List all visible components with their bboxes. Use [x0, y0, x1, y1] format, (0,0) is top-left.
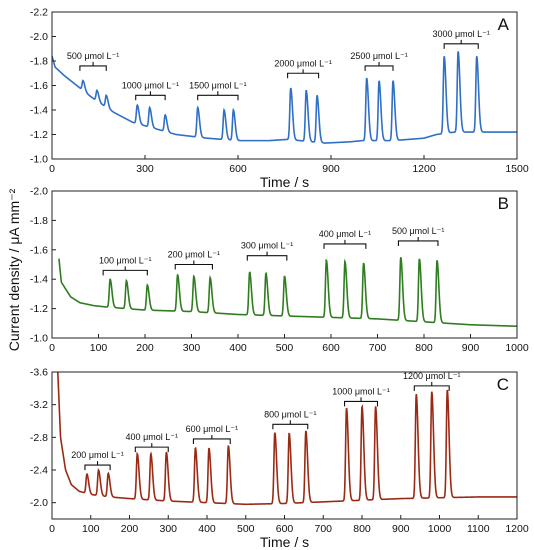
chart-panel-A: 0 300 600 900 1200 1500 -2.2 -2.0 -1.8 -1.6 -1.4 -1… [30, 7, 529, 191]
x-tick-label: 0 [49, 163, 55, 175]
concentration-label: 100 μmol L⁻¹ [99, 255, 151, 265]
chart-panel-B: 0 100 200 300 400 500 600 700 800 900 1000 -2.0 -1.8… [30, 186, 529, 355]
y-tick-label: -2.2 [30, 7, 48, 19]
x-axis-label: Time / s [260, 174, 309, 190]
y-tick-label: -3.6 [30, 367, 48, 379]
x-tick-label: 200 [121, 523, 139, 535]
y-tick-label: -2.4 [30, 465, 48, 477]
x-tick-label: 100 [90, 342, 108, 354]
concentration-label: 1500 μmol L⁻¹ [189, 80, 246, 90]
concentration-bracket [197, 91, 239, 101]
concentration-label: 400 μmol L⁻¹ [319, 229, 371, 239]
y-tick-label: -2.0 [30, 186, 48, 198]
y-tick-label: -1.2 [30, 303, 48, 315]
x-tick-label: 300 [159, 523, 177, 535]
x-tick-label: 300 [183, 342, 201, 354]
concentration-label: 800 μmol L⁻¹ [264, 409, 316, 419]
concentration-bracket [287, 69, 320, 79]
concentration-label: 1000 μmol L⁻¹ [332, 386, 389, 396]
y-tick-label: -1.2 [30, 129, 48, 141]
concentration-bracket [84, 461, 111, 471]
concentration-bracket [79, 61, 107, 71]
concentration-label: 2500 μmol L⁻¹ [350, 51, 407, 61]
x-tick-label: 300 [136, 163, 154, 175]
y-tick-label: -2.0 [30, 497, 48, 509]
concentration-label: 500 μmol L⁻¹ [392, 226, 444, 236]
series-line-B [58, 257, 518, 328]
x-tick-label: 600 [322, 342, 340, 354]
x-tick-label: 800 [353, 523, 371, 535]
y-tick-label: -1.8 [30, 56, 48, 68]
series-line-C [57, 371, 517, 506]
concentration-label: 2000 μmol L⁻¹ [274, 58, 331, 68]
concentration-bracket [413, 381, 450, 391]
x-tick-label: 700 [369, 342, 387, 354]
x-tick-label: 900 [392, 523, 410, 535]
y-tick-label: -1.6 [30, 80, 48, 92]
x-tick-label: 400 [229, 342, 247, 354]
series-line-A [51, 51, 517, 144]
y-tick-label: -1.4 [30, 105, 48, 117]
concentration-bracket [397, 236, 439, 246]
x-tick-label: 1200 [505, 523, 529, 535]
y-tick-label: -1.8 [30, 215, 48, 227]
concentration-label: 200 μmol L⁻¹ [71, 450, 123, 460]
y-tick-label: -2.8 [30, 432, 48, 444]
concentration-bracket [364, 61, 394, 71]
concentration-bracket [323, 239, 367, 249]
x-tick-label: 1000 [428, 523, 452, 535]
concentration-label: 3000 μmol L⁻¹ [432, 29, 489, 39]
chart-panel-C: 0 100 200 300 400 500 600 700 800 900 1000 1100 1200… [30, 367, 529, 550]
panel-letter: A [498, 15, 510, 34]
x-tick-label: 900 [322, 163, 340, 175]
panel-letter: B [498, 194, 509, 213]
x-tick-label: 1500 [505, 163, 529, 175]
concentration-bracket [344, 397, 379, 407]
concentration-bracket [102, 266, 148, 276]
x-tick-label: 600 [276, 523, 294, 535]
x-tick-label: 100 [82, 523, 100, 535]
concentration-label: 500 μmol L⁻¹ [67, 51, 119, 61]
x-tick-label: 700 [314, 523, 332, 535]
x-tick-label: 200 [136, 342, 154, 354]
y-tick-label: -1.0 [30, 333, 48, 345]
x-tick-label: 500 [276, 342, 294, 354]
y-axis-label: Current density / μA mm⁻² [6, 188, 22, 351]
concentration-label: 1200 μmol L⁻¹ [403, 371, 460, 381]
x-axis-label: Time / s [260, 534, 309, 550]
concentration-label: 600 μmol L⁻¹ [186, 424, 238, 434]
y-tick-label: -1.0 [30, 154, 48, 166]
y-tick-label: -1.6 [30, 244, 48, 256]
panels: 0 300 600 900 1200 1500 -2.2 -2.0 -1.8 -1.6 -1.4 -1… [30, 7, 529, 550]
concentration-bracket [134, 443, 169, 453]
x-tick-label: 600 [229, 163, 247, 175]
x-tick-label: 1100 [467, 523, 490, 535]
concentration-bracket [174, 260, 213, 270]
concentration-bracket [443, 39, 479, 49]
concentration-label: 300 μmol L⁻¹ [241, 241, 293, 251]
x-tick-label: 0 [49, 523, 55, 535]
x-tick-label: 400 [198, 523, 216, 535]
x-tick-label: 1000 [505, 342, 529, 354]
concentration-bracket [135, 91, 166, 101]
x-tick-label: 1200 [412, 163, 436, 175]
x-tick-label: 500 [237, 523, 255, 535]
x-tick-label: 0 [49, 342, 55, 354]
panel-letter: C [497, 375, 509, 394]
concentration-bracket [192, 434, 231, 444]
x-tick-label: 900 [462, 342, 480, 354]
y-tick-label: -1.4 [30, 274, 48, 286]
concentration-bracket [246, 251, 288, 261]
concentration-label: 400 μmol L⁻¹ [126, 432, 178, 442]
y-tick-label: -3.2 [30, 399, 48, 411]
x-tick-label: 800 [415, 342, 433, 354]
concentration-bracket [272, 420, 309, 430]
concentration-label: 200 μmol L⁻¹ [168, 250, 220, 260]
concentration-label: 1000 μmol L⁻¹ [122, 80, 179, 90]
y-tick-label: -2.0 [30, 31, 48, 43]
